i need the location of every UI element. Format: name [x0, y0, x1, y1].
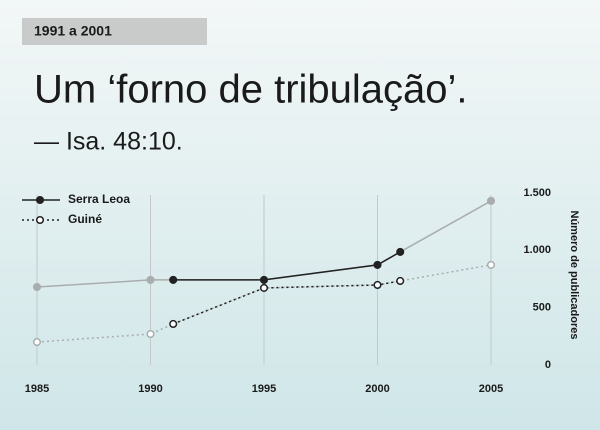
point [486, 196, 496, 205]
legend-label: Guiné [68, 212, 102, 226]
x-tick-label: 1995 [252, 383, 276, 395]
point [146, 329, 155, 339]
chart-title: Um ‘forno de tribulação’. [34, 68, 468, 112]
point [259, 275, 269, 284]
x-tick-label: 1990 [138, 383, 162, 395]
point [396, 276, 405, 285]
point [146, 275, 155, 284]
y-tick-label: 1.000 [523, 244, 551, 256]
x-tick-label: 1985 [25, 383, 49, 395]
point [373, 260, 382, 269]
header: 1991 a 2001 [34, 23, 112, 39]
series-line [173, 251, 401, 281]
point [259, 283, 269, 292]
legend-marker [35, 195, 45, 205]
legend-marker [35, 215, 45, 225]
x-tick-label: 2005 [479, 383, 503, 395]
point [169, 275, 178, 284]
x-tick-label: 2000 [365, 383, 389, 395]
point [373, 280, 382, 290]
point [486, 260, 496, 269]
legend-label: Serra Leoa [68, 192, 130, 206]
y-tick-label: 0 [545, 359, 551, 371]
header-box [22, 18, 207, 45]
point [32, 282, 42, 292]
point [32, 338, 42, 347]
point [169, 319, 178, 328]
subtitle: — Isa. 48:10. [34, 128, 183, 156]
y-axis-label: Número de publicadores [568, 211, 580, 340]
y-tick-label: 500 [533, 302, 551, 314]
y-tick-label: 1.500 [523, 187, 551, 199]
point [396, 247, 405, 256]
